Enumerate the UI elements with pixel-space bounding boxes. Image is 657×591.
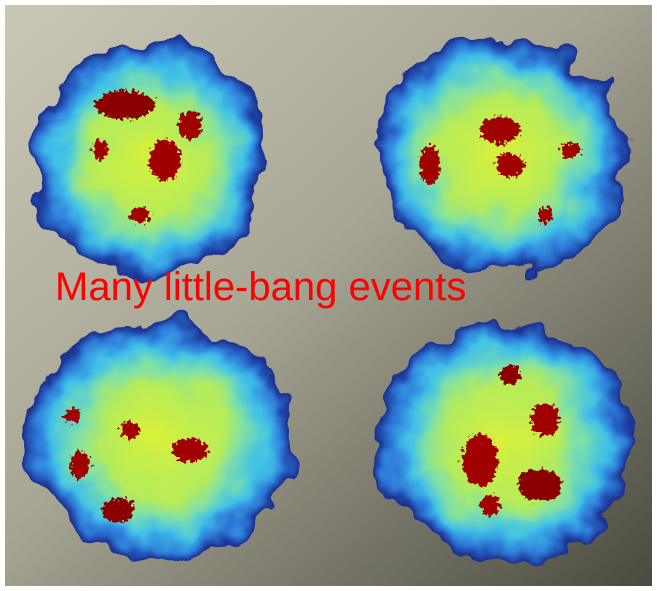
blob: [377, 320, 633, 564]
blob: [25, 322, 295, 558]
scene: Many little-bang events: [0, 0, 657, 591]
page: Many little-bang events (() => { const d…: [0, 0, 657, 591]
caption: Many little-bang events: [55, 265, 466, 309]
blob: [372, 37, 628, 273]
